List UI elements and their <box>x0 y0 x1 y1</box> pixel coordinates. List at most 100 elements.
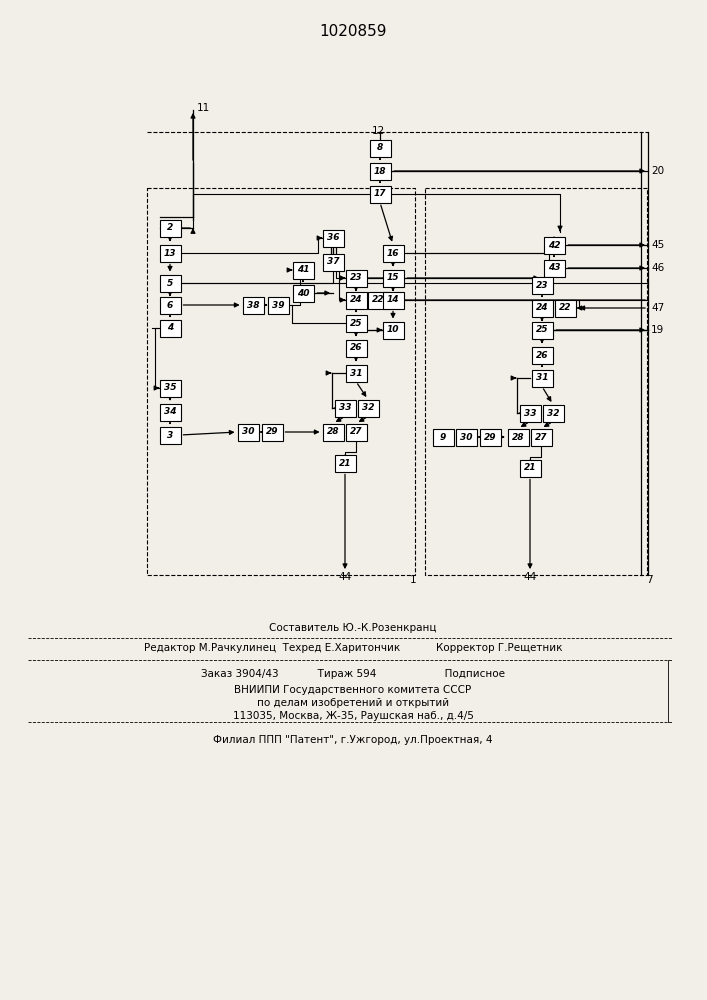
FancyBboxPatch shape <box>370 186 390 202</box>
Text: 8: 8 <box>377 143 383 152</box>
Text: 2: 2 <box>167 224 173 232</box>
FancyBboxPatch shape <box>382 292 404 308</box>
Text: 9: 9 <box>440 432 446 442</box>
FancyBboxPatch shape <box>530 428 551 446</box>
Text: 22: 22 <box>559 304 571 312</box>
Text: 27: 27 <box>534 432 547 442</box>
Text: 32: 32 <box>547 408 559 418</box>
FancyBboxPatch shape <box>160 379 180 396</box>
FancyBboxPatch shape <box>346 364 366 381</box>
Text: 1: 1 <box>409 575 416 585</box>
Text: 21: 21 <box>339 458 351 468</box>
FancyBboxPatch shape <box>358 399 378 416</box>
FancyBboxPatch shape <box>346 269 366 286</box>
FancyBboxPatch shape <box>532 276 552 294</box>
FancyBboxPatch shape <box>532 300 552 316</box>
FancyBboxPatch shape <box>346 292 366 308</box>
Text: 23: 23 <box>536 280 548 290</box>
Text: 32: 32 <box>362 403 374 412</box>
Text: 31: 31 <box>350 368 362 377</box>
Text: 4: 4 <box>167 324 173 332</box>
Text: 38: 38 <box>247 300 259 310</box>
Text: 46: 46 <box>651 263 665 273</box>
Text: 44: 44 <box>523 572 537 582</box>
FancyBboxPatch shape <box>433 428 453 446</box>
Text: 12: 12 <box>371 126 385 136</box>
FancyBboxPatch shape <box>267 296 288 314</box>
Text: 29: 29 <box>484 432 496 442</box>
FancyBboxPatch shape <box>160 296 180 314</box>
FancyBboxPatch shape <box>334 454 356 472</box>
FancyBboxPatch shape <box>346 424 366 440</box>
Text: 33: 33 <box>339 403 351 412</box>
FancyBboxPatch shape <box>520 460 540 477</box>
Text: 11: 11 <box>197 103 210 113</box>
Text: 45: 45 <box>651 240 665 250</box>
FancyBboxPatch shape <box>293 284 313 302</box>
Text: 20: 20 <box>651 166 664 176</box>
FancyBboxPatch shape <box>544 259 564 276</box>
Text: Составитель Ю.-К.Розенкранц: Составитель Ю.-К.Розенкранц <box>269 623 437 633</box>
FancyBboxPatch shape <box>160 220 180 236</box>
FancyBboxPatch shape <box>542 404 563 422</box>
Text: 41: 41 <box>297 265 309 274</box>
FancyBboxPatch shape <box>160 244 180 261</box>
FancyBboxPatch shape <box>554 300 575 316</box>
Text: Филиал ППП "Патент", г.Ужгород, ул.Проектная, 4: Филиал ППП "Патент", г.Ужгород, ул.Проек… <box>214 735 493 745</box>
Text: 22: 22 <box>372 296 384 304</box>
FancyBboxPatch shape <box>160 274 180 292</box>
Text: 25: 25 <box>350 318 362 328</box>
Text: 40: 40 <box>297 288 309 298</box>
FancyBboxPatch shape <box>532 347 552 363</box>
Text: 10: 10 <box>387 326 399 334</box>
Text: 24: 24 <box>350 296 362 304</box>
Text: 47: 47 <box>651 303 665 313</box>
FancyBboxPatch shape <box>382 322 404 338</box>
FancyBboxPatch shape <box>322 253 344 270</box>
Text: 7: 7 <box>645 575 653 585</box>
FancyBboxPatch shape <box>238 424 259 440</box>
FancyBboxPatch shape <box>334 399 356 416</box>
FancyBboxPatch shape <box>293 261 313 278</box>
FancyBboxPatch shape <box>370 162 390 180</box>
Text: 3: 3 <box>167 430 173 440</box>
Text: 44: 44 <box>339 572 351 582</box>
FancyBboxPatch shape <box>160 320 180 336</box>
FancyBboxPatch shape <box>532 369 552 386</box>
Text: 6: 6 <box>167 300 173 310</box>
FancyBboxPatch shape <box>479 428 501 446</box>
Text: 37: 37 <box>327 257 339 266</box>
FancyBboxPatch shape <box>346 340 366 357</box>
Text: 19: 19 <box>651 325 665 335</box>
Text: 18: 18 <box>374 166 386 176</box>
FancyBboxPatch shape <box>368 292 389 308</box>
FancyBboxPatch shape <box>382 244 404 261</box>
Text: 30: 30 <box>242 428 255 436</box>
FancyBboxPatch shape <box>520 404 540 422</box>
Text: 13: 13 <box>164 248 176 257</box>
Text: 16: 16 <box>387 248 399 257</box>
Text: 23: 23 <box>350 273 362 282</box>
FancyBboxPatch shape <box>544 236 564 253</box>
Text: 15: 15 <box>387 273 399 282</box>
Text: 25: 25 <box>536 326 548 334</box>
Text: 43: 43 <box>548 263 560 272</box>
Text: 1020859: 1020859 <box>320 24 387 39</box>
Text: по делам изобретений и открытий: по делам изобретений и открытий <box>257 698 449 708</box>
FancyBboxPatch shape <box>382 269 404 286</box>
FancyBboxPatch shape <box>370 139 390 156</box>
Text: 36: 36 <box>327 233 339 242</box>
FancyBboxPatch shape <box>160 403 180 420</box>
Text: 17: 17 <box>374 190 386 198</box>
Text: 14: 14 <box>387 296 399 304</box>
Text: 34: 34 <box>164 408 176 416</box>
Text: Редактор М.Рачкулинец  Техред Е.Харитончик           Корректор Г.Рещетник: Редактор М.Рачкулинец Техред Е.Харитончи… <box>144 643 562 653</box>
Text: 30: 30 <box>460 432 472 442</box>
FancyBboxPatch shape <box>532 322 552 338</box>
FancyBboxPatch shape <box>322 424 344 440</box>
FancyBboxPatch shape <box>262 424 283 440</box>
Text: 5: 5 <box>167 278 173 288</box>
Text: 27: 27 <box>350 428 362 436</box>
FancyBboxPatch shape <box>243 296 264 314</box>
Text: 29: 29 <box>266 428 279 436</box>
